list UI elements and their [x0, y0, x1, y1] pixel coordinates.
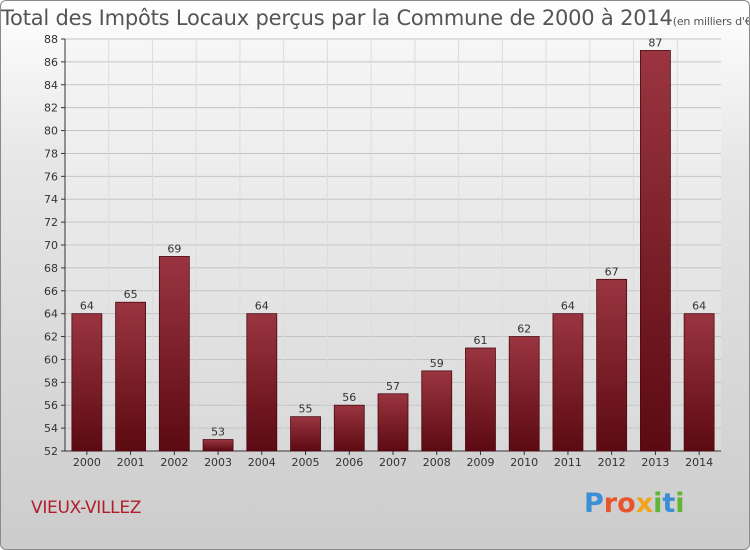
x-tick-label: 2006	[335, 456, 363, 469]
x-tick-label: 2004	[248, 456, 276, 469]
chart-title-text: Total des Impôts Locaux perçus par la Co…	[1, 6, 673, 30]
data-label: 64	[80, 300, 94, 313]
x-tick-label: 2011	[554, 456, 582, 469]
x-tick-label: 2005	[292, 456, 320, 469]
x-tick-label: 2002	[160, 456, 188, 469]
y-tick-label: 78	[44, 147, 58, 160]
chart-title-unit: (en milliers d'€)	[672, 15, 750, 28]
y-tick-label: 62	[44, 331, 58, 344]
y-tick-label: 52	[44, 445, 58, 458]
x-tick-label: 2010	[510, 456, 538, 469]
data-label: 57	[386, 380, 400, 393]
y-tick-label: 72	[44, 216, 58, 229]
y-tick-label: 84	[44, 79, 58, 92]
x-tick-label: 2001	[117, 456, 145, 469]
y-tick-label: 88	[44, 33, 58, 46]
commune-name: VIEUX-VILLEZ	[31, 498, 142, 518]
x-tick-label: 2008	[423, 456, 451, 469]
bar	[71, 313, 103, 452]
data-label: 56	[342, 391, 356, 404]
bar	[377, 393, 409, 452]
y-tick-label: 70	[44, 239, 58, 252]
y-tick-label: 76	[44, 170, 58, 183]
data-label: 64	[692, 300, 706, 313]
bar	[333, 404, 365, 452]
data-label: 64	[561, 300, 575, 313]
y-tick-label: 54	[44, 422, 58, 435]
bar	[640, 50, 671, 452]
y-tick-label: 82	[44, 102, 58, 115]
y-tick-label: 64	[44, 308, 58, 321]
y-tick-label: 86	[44, 56, 58, 69]
data-label: 61	[473, 334, 487, 347]
data-label: 64	[255, 300, 269, 313]
data-label: 87	[648, 36, 662, 49]
bar	[202, 439, 234, 452]
data-label: 67	[605, 265, 619, 278]
data-label: 69	[167, 242, 181, 255]
bar	[596, 278, 628, 452]
y-tick-label: 58	[44, 376, 58, 389]
x-tick-label: 2000	[73, 456, 101, 469]
bar	[421, 370, 453, 452]
proxiti-logo: Proxiti	[584, 488, 685, 519]
bar	[290, 416, 321, 452]
bar	[683, 313, 715, 452]
y-tick-label: 66	[44, 285, 58, 298]
y-tick-label: 74	[44, 193, 58, 206]
data-label: 59	[430, 357, 444, 370]
x-tick-label: 2003	[204, 456, 232, 469]
y-tick-label: 60	[44, 353, 58, 366]
bar	[552, 313, 584, 452]
data-label: 65	[124, 288, 138, 301]
bar	[508, 336, 540, 452]
x-tick-label: 2013	[641, 456, 669, 469]
x-tick-label: 2009	[466, 456, 494, 469]
y-tick-label: 68	[44, 262, 58, 275]
y-tick-label: 56	[44, 399, 58, 412]
chart-title: Total des Impôts Locaux perçus par la Co…	[1, 6, 750, 30]
data-label: 53	[211, 426, 225, 439]
y-tick-label: 80	[44, 125, 58, 138]
x-tick-label: 2007	[379, 456, 407, 469]
bar	[246, 313, 278, 452]
bar	[115, 301, 146, 452]
x-tick-label: 2012	[598, 456, 626, 469]
data-label: 55	[299, 403, 313, 416]
data-label: 62	[517, 323, 531, 336]
bar	[158, 256, 190, 452]
x-tick-label: 2014	[685, 456, 713, 469]
bar	[465, 347, 496, 452]
